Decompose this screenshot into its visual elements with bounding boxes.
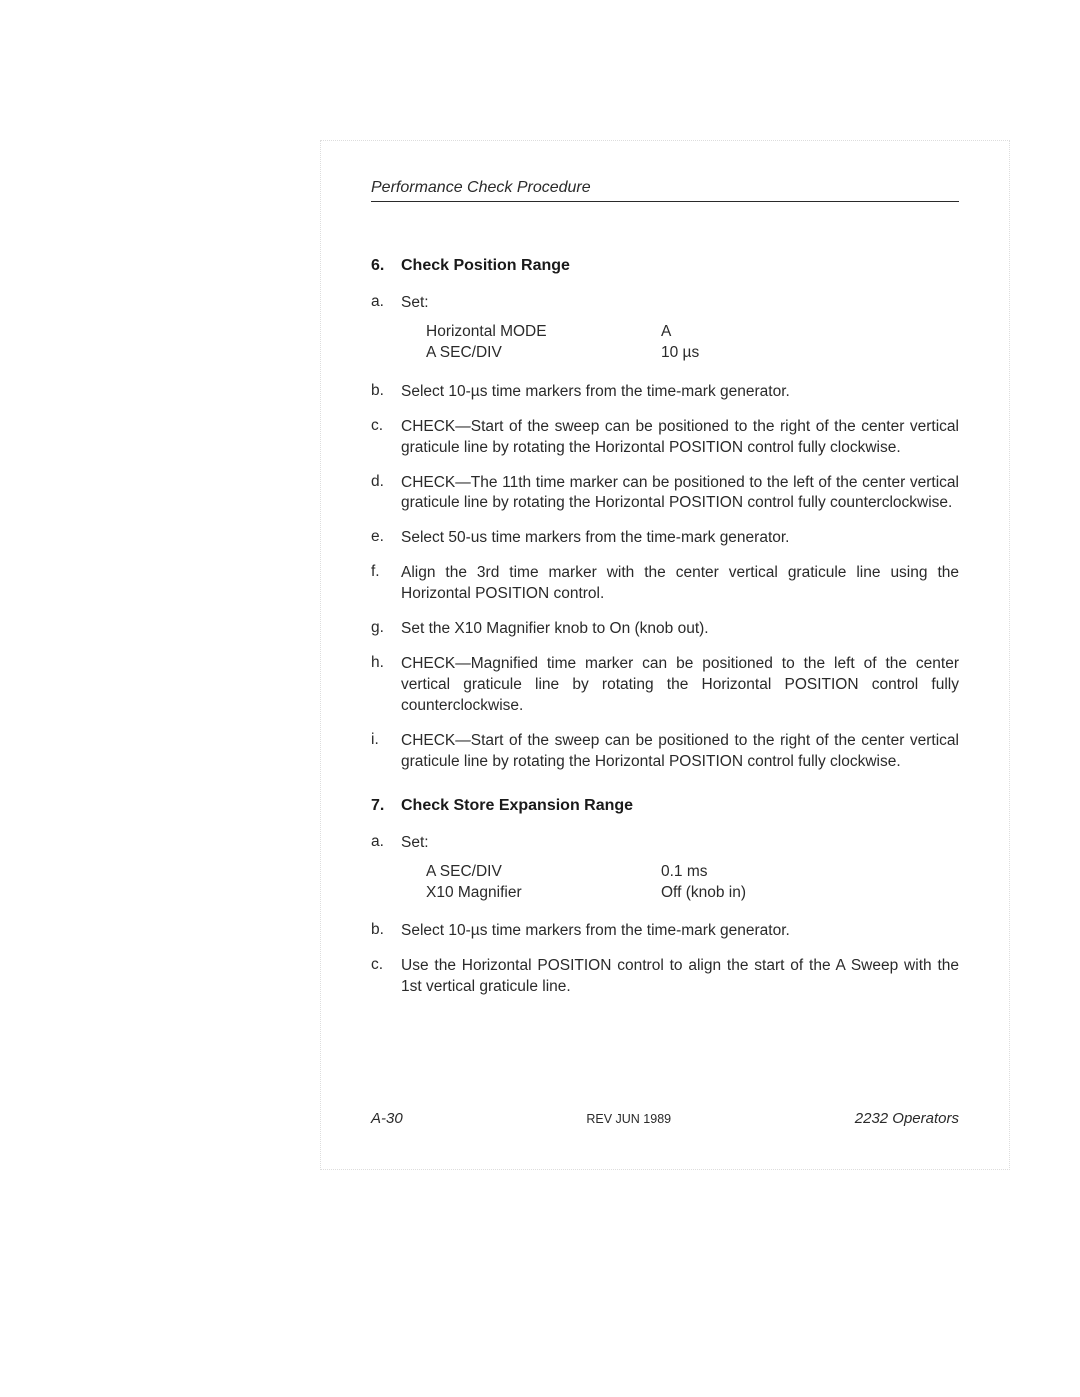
item-6e: e. Select 50-us time markers from the ti… — [371, 528, 959, 549]
item-6f: f. Align the 3rd time marker with the ce… — [371, 563, 959, 605]
item-letter: e. — [371, 528, 401, 549]
header-title: Performance Check Procedure — [371, 179, 959, 202]
item-letter: a. — [371, 293, 401, 368]
settings-row: Horizontal MODE A — [426, 322, 959, 343]
item-body: Set: A SEC/DIV 0.1 ms X10 Magnifier Off … — [401, 833, 959, 908]
item-letter: i. — [371, 731, 401, 773]
settings-value: 10 µs — [661, 343, 959, 364]
item-6i: i. CHECK—Start of the sweep can be posit… — [371, 731, 959, 773]
page-frame: Performance Check Procedure 6. Check Pos… — [320, 140, 1010, 1170]
footer-revision: REV JUN 1989 — [586, 1112, 671, 1126]
settings-value: A — [661, 322, 959, 343]
item-body: Set the X10 Magnifier knob to On (knob o… — [401, 619, 959, 640]
item-body: Align the 3rd time marker with the cente… — [401, 563, 959, 605]
item-6h: h. CHECK—Magnified time marker can be po… — [371, 654, 959, 717]
footer-page-num: A-30 — [371, 1110, 403, 1127]
page-footer: A-30 REV JUN 1989 2232 Operators — [371, 1110, 959, 1127]
settings-label: X10 Magnifier — [426, 883, 661, 904]
settings-row: A SEC/DIV 10 µs — [426, 343, 959, 364]
settings-table: Horizontal MODE A A SEC/DIV 10 µs — [426, 322, 959, 364]
section-title: Check Position Range — [401, 257, 570, 275]
item-letter: c. — [371, 417, 401, 459]
item-letter: c. — [371, 956, 401, 998]
item-body: Use the Horizontal POSITION control to a… — [401, 956, 959, 998]
footer-document-title: 2232 Operators — [855, 1110, 959, 1127]
settings-label: Horizontal MODE — [426, 322, 661, 343]
section-6-heading: 6. Check Position Range — [371, 257, 959, 275]
item-letter: b. — [371, 382, 401, 403]
item-body: CHECK—Magnified time marker can be posit… — [401, 654, 959, 717]
section-num: 6. — [371, 257, 401, 275]
settings-table: A SEC/DIV 0.1 ms X10 Magnifier Off (knob… — [426, 862, 959, 904]
item-body: Set: Horizontal MODE A A SEC/DIV 10 µs — [401, 293, 959, 368]
item-6a: a. Set: Horizontal MODE A A SEC/DIV 10 µ… — [371, 293, 959, 368]
item-7a: a. Set: A SEC/DIV 0.1 ms X10 Magnifier O… — [371, 833, 959, 908]
item-body: Select 50-us time markers from the time-… — [401, 528, 959, 549]
item-7c: c. Use the Horizontal POSITION control t… — [371, 956, 959, 998]
settings-label: A SEC/DIV — [426, 343, 661, 364]
item-body: CHECK—Start of the sweep can be position… — [401, 417, 959, 459]
item-6d: d. CHECK—The 11th time marker can be pos… — [371, 473, 959, 515]
settings-row: X10 Magnifier Off (knob in) — [426, 883, 959, 904]
section-num: 7. — [371, 797, 401, 815]
section-title: Check Store Expansion Range — [401, 797, 633, 815]
settings-value: Off (knob in) — [661, 883, 959, 904]
item-text: Set: — [401, 294, 429, 311]
section-7-heading: 7. Check Store Expansion Range — [371, 797, 959, 815]
item-6b: b. Select 10-µs time markers from the ti… — [371, 382, 959, 403]
item-6g: g. Set the X10 Magnifier knob to On (kno… — [371, 619, 959, 640]
item-letter: g. — [371, 619, 401, 640]
settings-row: A SEC/DIV 0.1 ms — [426, 862, 959, 883]
item-body: CHECK—The 11th time marker can be positi… — [401, 473, 959, 515]
item-letter: d. — [371, 473, 401, 515]
item-letter: b. — [371, 921, 401, 942]
item-6c: c. CHECK—Start of the sweep can be posit… — [371, 417, 959, 459]
item-letter: a. — [371, 833, 401, 908]
settings-value: 0.1 ms — [661, 862, 959, 883]
item-7b: b. Select 10-µs time markers from the ti… — [371, 921, 959, 942]
item-body: Select 10-µs time markers from the time-… — [401, 382, 959, 403]
item-letter: h. — [371, 654, 401, 717]
item-body: CHECK—Start of the sweep can be position… — [401, 731, 959, 773]
item-body: Select 10-µs time markers from the time-… — [401, 921, 959, 942]
item-letter: f. — [371, 563, 401, 605]
item-text: Set: — [401, 834, 429, 851]
settings-label: A SEC/DIV — [426, 862, 661, 883]
